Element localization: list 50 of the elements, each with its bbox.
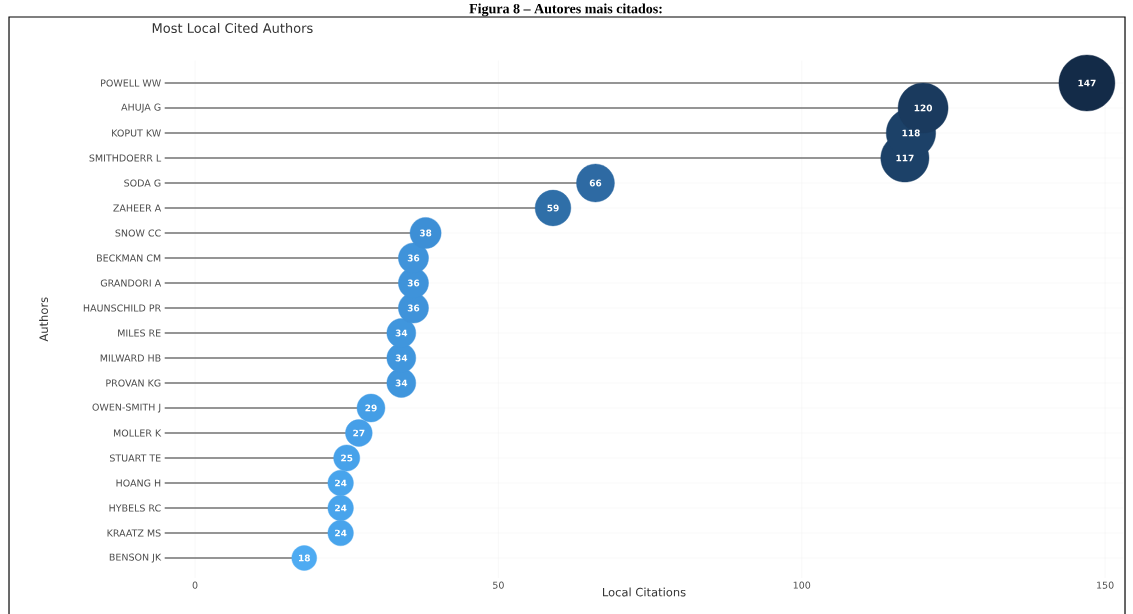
- data-label: 36: [407, 304, 420, 312]
- y-tick-label: MOLLER K: [113, 429, 162, 437]
- x-tick-label: 100: [793, 581, 811, 589]
- data-label: 18: [299, 554, 310, 562]
- point: [409, 217, 442, 249]
- y-tick-label: KOPUT KW: [112, 129, 161, 137]
- y-tick-label: SMITHDOERR L: [89, 154, 162, 162]
- x-tick-label: 150: [1097, 581, 1114, 589]
- y-tick-label: KRAATZ MS: [107, 529, 161, 537]
- point: [398, 242, 429, 274]
- data-label: 34: [395, 379, 408, 387]
- y-tick-label: HYBELS RC: [109, 504, 161, 512]
- data-label: 59: [547, 204, 559, 212]
- data-label: 118: [902, 129, 920, 137]
- y-tick-label: POWELL WW: [101, 79, 161, 87]
- data-label: 34: [395, 354, 408, 362]
- data-label: 24: [335, 504, 347, 512]
- y-tick-label: OWEN-SMITH J: [92, 403, 161, 413]
- y-tick-label: BECKMAN CM: [97, 254, 161, 262]
- y-tick-label: AHUJA G: [121, 103, 161, 113]
- y-tick-label: SNOW CC: [115, 229, 161, 237]
- data-label: 147: [1078, 79, 1096, 87]
- text: Figura 8 – Autores mais citados:: [469, 3, 662, 17]
- y-tick-label: SODA G: [124, 179, 161, 187]
- data-label: 25: [341, 454, 353, 462]
- y-axis-title: Authors: [39, 297, 49, 342]
- data-label: 27: [353, 429, 365, 437]
- data-label: 36: [407, 279, 420, 287]
- data-label: 24: [335, 529, 347, 537]
- y-tick-label: STUART TE: [109, 454, 161, 462]
- chart-title: Most Local Cited Authors: [152, 22, 313, 34]
- data-label: 66: [589, 179, 602, 187]
- x-tick-label: 50: [493, 581, 504, 589]
- y-tick-label: MILES RE: [118, 329, 161, 337]
- data-label: 117: [896, 154, 914, 162]
- x-axis-title: Local Citations: [603, 587, 686, 597]
- y-tick-label: PROVAN KG: [106, 379, 161, 387]
- data-label: 29: [365, 404, 377, 412]
- y-tick-label: HOANG H: [116, 479, 161, 487]
- y-tick-label: MILWARD HB: [100, 354, 161, 362]
- data-label: 38: [419, 229, 432, 237]
- y-tick-label: BENSON JK: [109, 553, 162, 563]
- y-tick-label: HAUNSCHILD PR: [83, 304, 161, 312]
- data-label: 120: [914, 104, 933, 112]
- y-tick-label: GRANDORI A: [100, 279, 162, 287]
- data-label: 34: [395, 329, 408, 337]
- data-label: 24: [335, 479, 347, 487]
- x-tick-label: 0: [192, 581, 198, 589]
- data-label: 36: [407, 254, 420, 262]
- y-tick-label: ZAHEER A: [113, 204, 162, 212]
